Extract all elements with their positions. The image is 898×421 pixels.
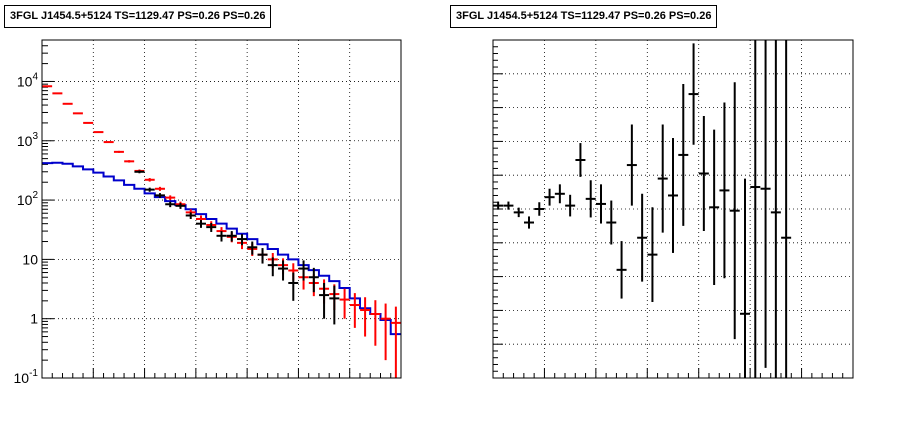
left-model-step-line: [42, 161, 401, 336]
left-y-tick-label: 102: [17, 190, 39, 208]
chart-title-right: 3FGL J1454.5+5124 TS=1129.47 PS=0.26 PS=…: [450, 5, 718, 28]
right-plot-frame: [492, 39, 854, 379]
left-y-tick-label: 10: [22, 251, 38, 267]
left-y-tick-label: 104: [17, 71, 39, 89]
chart-title-left: 3FGL J1454.5+5124 TS=1129.47 PS=0.26 PS=…: [4, 5, 272, 28]
left-y-tick-label: 10-1: [14, 368, 39, 386]
left-y-tick-label: 1: [30, 311, 38, 327]
right-residual-point: [493, 40, 792, 378]
left-plot-frame: [41, 39, 402, 379]
left-y-tick-label: 103: [17, 131, 39, 149]
left-black-point: [134, 170, 340, 325]
